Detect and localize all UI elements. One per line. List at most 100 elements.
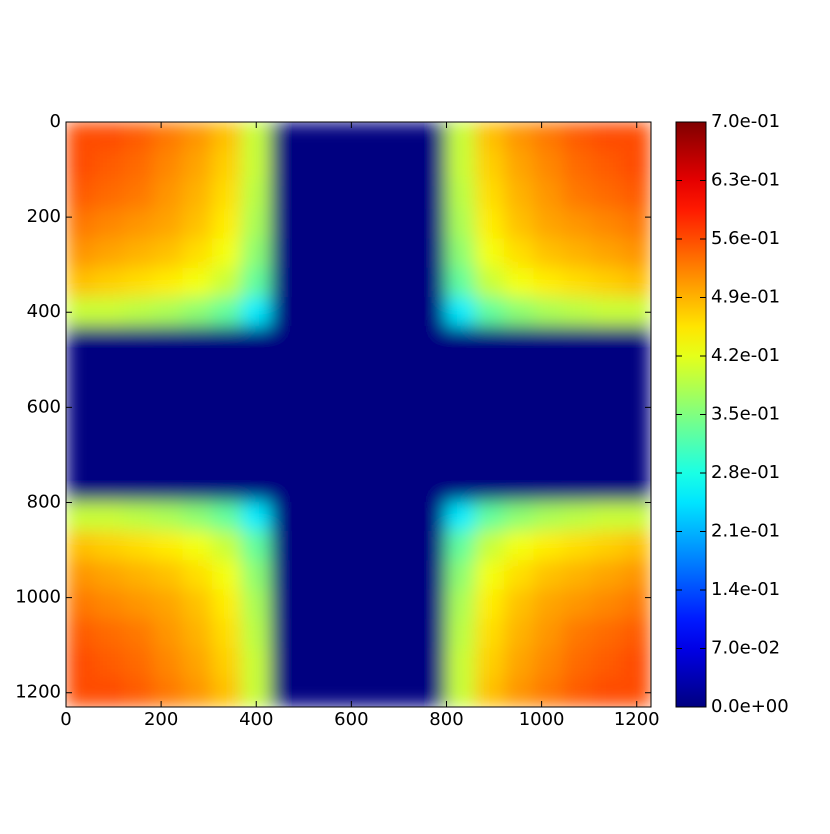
heatmap-cell — [182, 501, 213, 532]
heatmap-cell — [533, 677, 564, 707]
heatmap-cell — [182, 589, 213, 620]
heatmap-cell — [416, 297, 447, 328]
heatmap-cell — [358, 355, 389, 386]
heatmap-cell — [211, 297, 242, 328]
heatmap-cell — [211, 238, 242, 269]
heatmap-cell — [416, 238, 447, 269]
heatmap-cell — [504, 677, 535, 707]
heatmap-cell — [445, 560, 476, 591]
heatmap-cell — [66, 238, 96, 269]
heatmap-cell — [592, 297, 623, 328]
heatmap-cell — [124, 209, 155, 240]
heatmap-cell — [94, 677, 125, 707]
heatmap-cell — [445, 472, 476, 503]
heatmap-cell — [445, 677, 476, 707]
heatmap-cell — [124, 472, 155, 503]
heatmap-cell — [124, 501, 155, 532]
heatmap-cell — [328, 560, 359, 591]
heatmap-cell — [182, 238, 213, 269]
heatmap-cell — [445, 122, 476, 152]
heatmap-cell — [387, 150, 418, 181]
heatmap-cell — [94, 150, 125, 181]
heatmap-cell — [153, 150, 184, 181]
heatmap-cell — [124, 414, 155, 445]
heatmap-cell — [153, 180, 184, 211]
heatmap-cell — [270, 618, 301, 649]
heatmap-cell — [504, 560, 535, 591]
heatmap-cell — [533, 180, 564, 211]
heatmap-cell — [94, 180, 125, 211]
heatmap-cell — [66, 589, 96, 620]
heatmap-cell — [211, 443, 242, 474]
heatmap-cell — [533, 267, 564, 298]
heatmap-cell — [328, 414, 359, 445]
heatmap-cell — [475, 472, 506, 503]
heatmap-cell — [328, 618, 359, 649]
heatmap-cell — [358, 122, 389, 152]
heatmap-cell — [387, 122, 418, 152]
heatmap-cell — [270, 472, 301, 503]
heatmap-cell — [358, 384, 389, 415]
heatmap-cell — [328, 180, 359, 211]
heatmap-cell — [445, 238, 476, 269]
heatmap-cell — [592, 238, 623, 269]
heatmap-cell — [328, 355, 359, 386]
heatmap-cell — [94, 355, 125, 386]
heatmap-cell — [328, 677, 359, 707]
heatmap-cell — [270, 238, 301, 269]
heatmap-cell — [94, 122, 125, 152]
heatmap-cell — [592, 384, 623, 415]
heatmap-cell — [562, 267, 593, 298]
x-tick-label: 600 — [334, 709, 368, 730]
heatmap-cell — [504, 180, 535, 211]
heatmap-cell — [445, 267, 476, 298]
heatmap-cell — [153, 238, 184, 269]
heatmap-cell — [358, 297, 389, 328]
heatmap-cell — [124, 297, 155, 328]
heatmap-cell — [66, 355, 96, 386]
heatmap-cell — [533, 209, 564, 240]
heatmap-cell — [621, 501, 651, 532]
heatmap-cell — [299, 122, 330, 152]
heatmap-cell — [592, 150, 623, 181]
heatmap-cell — [504, 297, 535, 328]
heatmap-cell — [562, 150, 593, 181]
heatmap-cell — [533, 238, 564, 269]
heatmap-cells — [66, 122, 651, 707]
heatmap-cell — [445, 443, 476, 474]
heatmap-cell — [475, 618, 506, 649]
heatmap-cell — [182, 180, 213, 211]
heatmap-cell — [270, 677, 301, 707]
heatmap-cell — [475, 267, 506, 298]
heatmap-cell — [358, 648, 389, 679]
heatmap-cell — [328, 648, 359, 679]
heatmap-cell — [66, 618, 96, 649]
heatmap-cell — [592, 267, 623, 298]
heatmap-cell — [621, 384, 651, 415]
heatmap-cell — [328, 238, 359, 269]
heatmap-cell — [66, 472, 96, 503]
heatmap-cell — [94, 648, 125, 679]
heatmap-cell — [211, 209, 242, 240]
heatmap-cell — [153, 209, 184, 240]
heatmap-cell — [416, 443, 447, 474]
heatmap-cell — [270, 648, 301, 679]
heatmap-cell — [299, 618, 330, 649]
heatmap-cell — [416, 472, 447, 503]
heatmap-cell — [387, 648, 418, 679]
heatmap-cell — [211, 355, 242, 386]
heatmap-cell — [387, 414, 418, 445]
heatmap-cell — [153, 355, 184, 386]
heatmap-cell — [416, 209, 447, 240]
heatmap-cell — [241, 648, 272, 679]
heatmap-cell — [592, 122, 623, 152]
x-tick-label: 0 — [60, 709, 71, 730]
heatmap-cell — [562, 355, 593, 386]
heatmap-cell — [533, 501, 564, 532]
heatmap-cell — [66, 501, 96, 532]
heatmap-cell — [533, 150, 564, 181]
heatmap-cell — [416, 414, 447, 445]
heatmap-cell — [533, 560, 564, 591]
heatmap-cell — [124, 238, 155, 269]
heatmap-cell — [475, 414, 506, 445]
